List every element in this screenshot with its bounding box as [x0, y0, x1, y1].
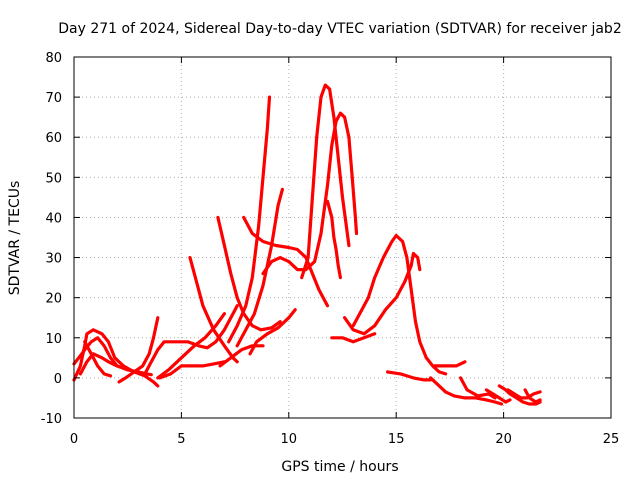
y-tick-label: 60	[45, 131, 62, 146]
series-sat-b	[72, 336, 119, 368]
y-tick-label: 50	[45, 171, 62, 186]
series-sat-d	[83, 340, 113, 378]
y-tick-label: 70	[45, 91, 62, 106]
series-sat-n	[248, 308, 297, 356]
series-sat-m	[227, 95, 272, 344]
series-sat-aa	[497, 384, 542, 406]
series-sat-ac	[523, 388, 542, 404]
series-sat-t	[351, 233, 448, 376]
series-sat-y	[459, 376, 497, 400]
series-sat-s	[330, 332, 377, 344]
axis-ticks: 0 5 10 15 20 25 -10 0 10 20 30 40 50 60 70 80	[41, 51, 620, 447]
plot-frame	[73, 56, 612, 419]
series-sat-z	[484, 388, 512, 404]
series-sat-e	[117, 316, 160, 384]
x-tick-label: 25	[603, 432, 620, 447]
series-sat-a	[72, 328, 160, 388]
chart-title: Day 271 of 2024, Sidereal Day-to-day VTE…	[58, 21, 621, 37]
series-sat-p	[300, 83, 351, 280]
y-tick-label: 10	[45, 332, 62, 347]
series-sat-r	[325, 199, 342, 280]
x-tick-label: 15	[388, 432, 405, 447]
series-sat-w	[433, 360, 467, 368]
series-sat-j	[216, 215, 282, 332]
series-sat-x	[429, 376, 504, 406]
series-sat-ab	[506, 388, 542, 400]
y-tick-label: 20	[45, 292, 62, 307]
x-tick-label: 10	[281, 432, 298, 447]
y-tick-label: 0	[54, 372, 62, 387]
grid	[74, 57, 611, 418]
y-tick-label: 30	[45, 252, 62, 267]
x-tick-label: 0	[70, 432, 78, 447]
series-sat-o	[242, 215, 330, 308]
data-traces	[72, 83, 542, 406]
x-axis-label: GPS time / hours	[281, 459, 398, 475]
x-tick-label: 20	[495, 432, 512, 447]
y-tick-label: -10	[41, 412, 62, 427]
series-sat-q	[261, 111, 359, 276]
series-sat-h	[158, 360, 226, 380]
x-tick-label: 5	[177, 432, 185, 447]
series-sat-l	[235, 187, 284, 348]
series-sat-c	[78, 352, 153, 377]
series-sat-v	[386, 370, 433, 382]
series-sat-f	[143, 304, 239, 376]
series-sat-u	[343, 251, 422, 336]
y-axis-label: SDTVAR / TECUs	[7, 181, 23, 296]
y-tick-label: 80	[45, 51, 62, 66]
y-tick-label: 40	[45, 211, 62, 226]
series-sat-g	[156, 312, 226, 380]
